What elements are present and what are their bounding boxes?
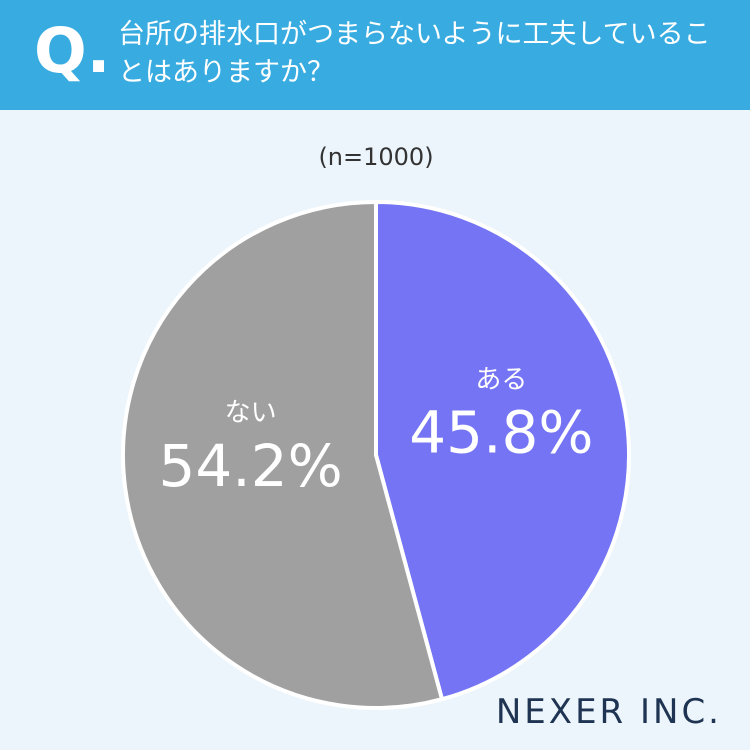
q-mark: Q. xyxy=(34,14,111,87)
subtitle: (n=1000) xyxy=(318,143,433,171)
brand: NEXER INC. xyxy=(495,692,722,732)
header: Q. 台所の排水口がつまらないように工夫していることはありますか？ xyxy=(0,0,750,110)
question: 台所の排水口がつまらないように工夫していることはありますか？ xyxy=(118,19,711,88)
slice-value-label: 54.2% xyxy=(158,432,342,500)
slice-category: ない xyxy=(225,398,277,428)
slice-category: ある xyxy=(475,365,527,395)
pie-slice xyxy=(121,199,445,710)
pie-slice xyxy=(374,199,632,702)
slice-value-label: 45.8% xyxy=(409,398,593,466)
